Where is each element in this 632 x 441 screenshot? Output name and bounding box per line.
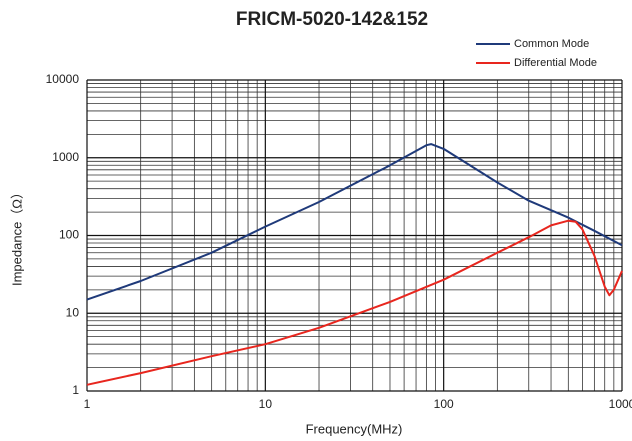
chart-title: FRICM-5020-142&152	[236, 9, 428, 30]
line-series	[86, 219, 623, 386]
y-tick-label: 1	[72, 383, 79, 397]
line-series	[86, 143, 623, 301]
x-axis-label: Frequency(MHz)	[306, 421, 403, 436]
legend-label: Differential Mode	[514, 57, 597, 69]
y-tick-label: 1000	[52, 150, 79, 164]
y-tick-label: 10	[66, 305, 80, 319]
x-tick-label: 100	[434, 397, 454, 411]
x-tick-label: 1	[84, 397, 91, 411]
x-tick-label: 10	[259, 397, 273, 411]
x-tick-label: 1000	[609, 397, 632, 411]
y-tick-label: 10000	[46, 72, 80, 86]
y-axis-label: Impedance（Ω）	[9, 186, 24, 286]
y-tick-label: 100	[59, 228, 79, 242]
legend-label: Common Mode	[514, 38, 589, 50]
